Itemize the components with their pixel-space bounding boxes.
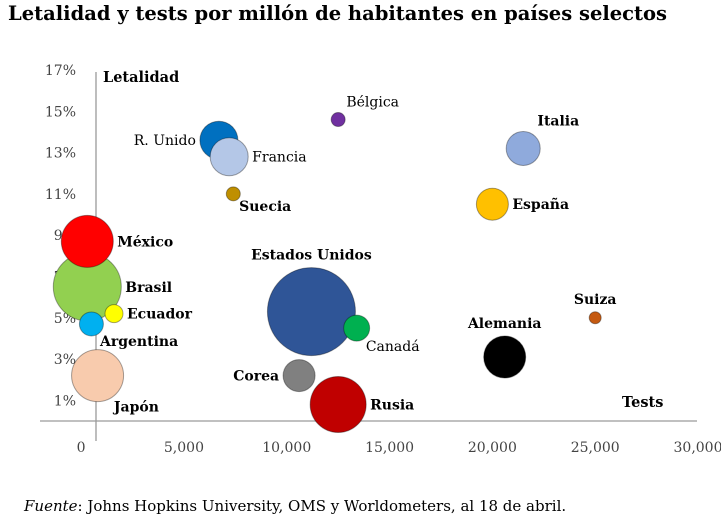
label-ecuador: Ecuador — [127, 307, 193, 323]
y-tick-label: 11% — [45, 187, 76, 203]
bubble-italia — [505, 130, 541, 166]
y-tick-label: 3% — [54, 352, 76, 368]
bubbles — [52, 112, 602, 433]
y-tick-label: 1% — [54, 393, 76, 409]
label-r-unido: R. Unido — [134, 133, 196, 149]
y-axis-title: Letalidad — [103, 69, 179, 86]
label-méxico: México — [117, 234, 173, 250]
x-tick-label: 5,000 — [164, 440, 204, 456]
x-tick-label: 25,000 — [571, 440, 620, 456]
x-tick-label: 30,000 — [674, 440, 721, 456]
chart-title: Letalidad y tests por millón de habitant… — [8, 2, 668, 25]
label-alemania: Alemania — [467, 316, 542, 332]
label-italia: Italia — [537, 113, 579, 129]
bubble-españa — [475, 187, 509, 221]
x-tick-label: 15,000 — [365, 440, 414, 456]
bubble-estados-unidos — [266, 267, 356, 357]
bubble-méxico — [60, 214, 114, 268]
label-suecia: Suecia — [239, 199, 291, 215]
bubble-canadá — [343, 314, 371, 342]
bubble-corea — [282, 359, 316, 393]
source-label: Fuente — [24, 497, 78, 515]
bubble-suiza — [588, 311, 602, 325]
x-axis-title: Tests — [622, 394, 663, 411]
label-corea: Corea — [233, 369, 279, 385]
bubble-bélgica — [330, 112, 346, 128]
bubble-ecuador — [104, 304, 124, 324]
bubble-argentina — [78, 311, 104, 337]
y-tick-label: 17% — [45, 63, 76, 79]
label-brasil: Brasil — [125, 280, 172, 296]
label-bélgica: Bélgica — [346, 95, 399, 111]
x-tick-label: 10,000 — [262, 440, 311, 456]
bubble-japón — [71, 349, 125, 403]
x-tick-label: 0 — [77, 440, 86, 456]
bubble-suecia — [225, 186, 241, 202]
bubble-rusia — [309, 375, 367, 433]
y-tick-label: 13% — [45, 146, 76, 162]
bubble-alemania — [483, 335, 527, 379]
label-japón: Japón — [112, 400, 159, 416]
label-francia: Francia — [252, 150, 306, 166]
bubble-francia — [209, 137, 249, 177]
label-suiza: Suiza — [574, 292, 617, 308]
label-españa: España — [512, 196, 569, 213]
label-canadá: Canadá — [366, 339, 420, 355]
label-estados-unidos: Estados Unidos — [251, 248, 372, 264]
tick-labels: 0 5,000 10,000 15,000 20,000 25,000 30,000 1% 3%… — [45, 63, 721, 456]
y-tick-label: 15% — [45, 104, 76, 120]
source-note: Fuente: Johns Hopkins University, OMS y … — [24, 497, 566, 515]
label-argentina: Argentina — [99, 334, 178, 350]
source-text: : Johns Hopkins University, OMS y Worldo… — [77, 497, 567, 515]
label-rusia: Rusia — [370, 397, 414, 413]
point-labels: Estados Unidos Brasil México Rusia Japón R. U… — [99, 95, 617, 416]
x-tick-label: 20,000 — [468, 440, 517, 456]
